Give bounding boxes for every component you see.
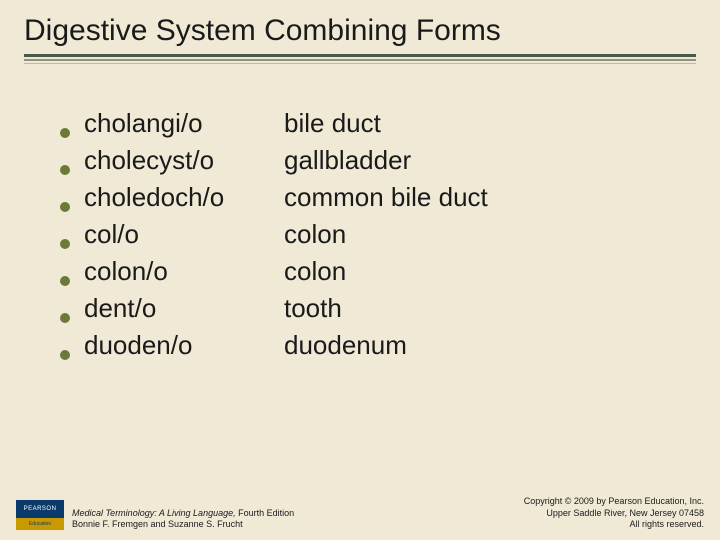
bullet-icon (60, 202, 70, 212)
book-edition: Fourth Edition (236, 508, 295, 518)
meaning: duodenum (284, 330, 407, 361)
list-item: colon/o colon (60, 256, 660, 287)
combining-form: colon/o (84, 256, 284, 287)
pearson-logo: PEARSON Education (16, 500, 64, 530)
copyright-line: Copyright © 2009 by Pearson Education, I… (524, 496, 704, 507)
meaning: colon (284, 256, 346, 287)
bullet-icon (60, 165, 70, 175)
copyright-line: All rights reserved. (524, 519, 704, 530)
bullet-icon (60, 239, 70, 249)
logo-subbrand: Education (16, 518, 64, 531)
copyright-line: Upper Saddle River, New Jersey 07458 (524, 508, 704, 519)
list-item: choledoch/o common bile duct (60, 182, 660, 213)
book-authors: Bonnie F. Fremgen and Suzanne S. Frucht (72, 519, 294, 530)
bullet-icon (60, 350, 70, 360)
combining-form: choledoch/o (84, 182, 284, 213)
bullet-icon (60, 313, 70, 323)
terms-list: cholangi/o bile duct cholecyst/o gallbla… (0, 72, 720, 361)
meaning: common bile duct (284, 182, 488, 213)
bullet-icon (60, 276, 70, 286)
meaning: colon (284, 219, 346, 250)
combining-form: cholangi/o (84, 108, 284, 139)
list-item: duoden/o duodenum (60, 330, 660, 361)
list-item: cholangi/o bile duct (60, 108, 660, 139)
book-citation: Medical Terminology: A Living Language, … (72, 508, 294, 531)
meaning: gallbladder (284, 145, 411, 176)
footer: PEARSON Education Medical Terminology: A… (0, 496, 720, 530)
bullet-icon (60, 128, 70, 138)
copyright-block: Copyright © 2009 by Pearson Education, I… (524, 496, 704, 530)
list-item: cholecyst/o gallbladder (60, 145, 660, 176)
slide-title: Digestive System Combining Forms (24, 14, 696, 48)
combining-form: dent/o (84, 293, 284, 324)
combining-form: cholecyst/o (84, 145, 284, 176)
list-item: col/o colon (60, 219, 660, 250)
title-underline (24, 54, 696, 64)
meaning: tooth (284, 293, 342, 324)
logo-brand: PEARSON (16, 500, 64, 518)
book-title: Medical Terminology: A Living Language, (72, 508, 236, 518)
meaning: bile duct (284, 108, 381, 139)
list-item: dent/o tooth (60, 293, 660, 324)
combining-form: col/o (84, 219, 284, 250)
combining-form: duoden/o (84, 330, 284, 361)
